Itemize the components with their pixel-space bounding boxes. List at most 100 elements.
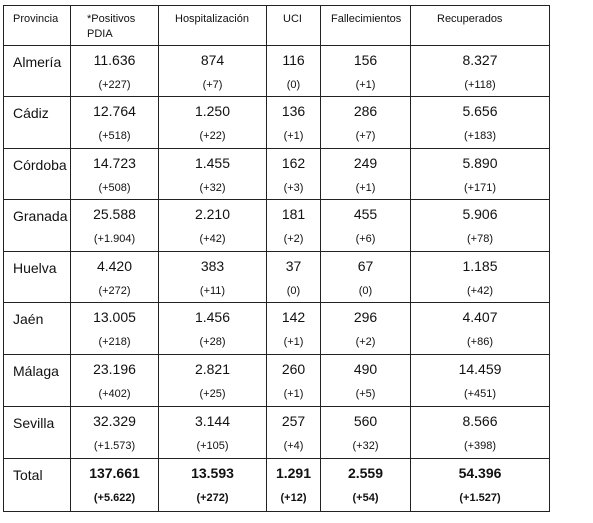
header-row: Provincia *Positivos PDIA Hospitalizació…: [3, 5, 550, 46]
daily-change: (+32): [199, 182, 226, 194]
value-cell: 14.459 (+451): [410, 354, 550, 407]
value-cell: 67 (0): [320, 251, 411, 303]
daily-change: (+86): [467, 336, 493, 348]
value-cell: 1.456 (+28): [158, 302, 267, 355]
value-cell: 12.764 (+518): [70, 96, 159, 149]
daily-change: (+4): [283, 440, 304, 452]
cumulative-value: 13.593: [191, 465, 234, 481]
table-row: Cádiz 12.764 (+518) 1.250 (+22) 136 (+1) 286 (+7…: [3, 96, 550, 149]
header-positivos: *Positivos PDIA: [70, 5, 159, 46]
table-row: Granada 25.588 (+1.904) 2.210 (+42) 181 (+2) 45…: [3, 199, 550, 252]
cumulative-value: 12.764: [93, 103, 136, 119]
cumulative-value: 14.459: [458, 361, 502, 377]
cumulative-value: 4.420: [96, 258, 133, 274]
daily-change: (+118): [464, 79, 496, 91]
daily-change: (+508): [98, 182, 131, 194]
cumulative-value: 32.329: [93, 413, 136, 429]
value-cell: 54.396 (+1.527): [410, 458, 550, 512]
cumulative-value: 156: [353, 52, 378, 68]
header-uci: UCI: [266, 5, 321, 46]
cumulative-value: 13.005: [93, 309, 136, 325]
value-cell: 560 (+32): [320, 406, 411, 459]
value-cell: 142 (+1): [266, 302, 321, 355]
cumulative-value: 249: [353, 155, 378, 171]
value-cell: 2.210 (+42): [158, 199, 267, 252]
cumulative-value: 286: [353, 103, 378, 119]
daily-change: (+1): [355, 182, 376, 194]
daily-change: (+1): [283, 388, 304, 400]
cumulative-value: 260: [281, 361, 306, 377]
daily-change: (+5.622): [93, 492, 136, 504]
cumulative-value: 1.250: [194, 103, 231, 119]
value-cell: 8.327 (+118): [410, 45, 550, 97]
cumulative-value: 455: [353, 206, 378, 222]
daily-change: (+272): [196, 492, 229, 504]
cumulative-value: 8.327: [462, 52, 498, 68]
cumulative-value: 383: [200, 258, 225, 274]
header-fallecimientos: Fallecimientos: [320, 5, 411, 46]
table-row: Málaga 23.196 (+402) 2.821 (+25) 260 (+1) 490 (+…: [3, 354, 550, 407]
value-cell: 1.291 (+12): [266, 458, 321, 512]
value-cell: 23.196 (+402): [70, 354, 159, 407]
value-cell: 455 (+6): [320, 199, 411, 252]
value-cell: 13.005 (+218): [70, 302, 159, 355]
value-cell: 14.723 (+508): [70, 148, 159, 200]
province-name: Huelva: [3, 251, 71, 303]
daily-change: (+451): [463, 388, 497, 400]
province-name: Jaén: [3, 302, 71, 355]
cumulative-value: 1.455: [194, 155, 231, 171]
header-provincia: Provincia: [3, 5, 71, 46]
header-recuperados: Recuperados: [410, 5, 550, 46]
value-cell: 5.656 (+183): [410, 96, 550, 149]
daily-change: (+12): [280, 492, 307, 504]
table-row: Sevilla 32.329 (+1.573) 3.144 (+105) 257 (+4) 5…: [3, 406, 550, 459]
cumulative-value: 181: [281, 206, 306, 222]
daily-change: (+402): [98, 388, 131, 400]
daily-change: (+171): [463, 182, 497, 194]
table-row: Córdoba 14.723 (+508) 1.455 (+32) 162 (+3) 249 (…: [3, 148, 550, 200]
value-cell: 136 (+1): [266, 96, 321, 149]
value-cell: 5.890 (+171): [410, 148, 550, 200]
daily-change: (+2): [283, 233, 304, 245]
cumulative-value: 25.588: [93, 206, 136, 222]
cumulative-value: 11.636: [93, 52, 136, 68]
daily-change: (+32): [352, 440, 379, 452]
daily-change: (0): [358, 285, 373, 297]
daily-change: (+1.527): [459, 492, 501, 504]
cumulative-value: 257: [281, 413, 306, 429]
covid-andalucia-table: Provincia *Positivos PDIA Hospitalizació…: [3, 5, 550, 512]
daily-change: (+28): [199, 336, 226, 348]
value-cell: 249 (+1): [320, 148, 411, 200]
value-cell: 2.559 (+54): [320, 458, 411, 512]
province-name: Sevilla: [3, 406, 71, 459]
value-cell: 490 (+5): [320, 354, 411, 407]
value-cell: 162 (+3): [266, 148, 321, 200]
cumulative-value: 67: [357, 258, 374, 274]
cumulative-value: 142: [281, 309, 306, 325]
value-cell: 11.636 (+227): [70, 45, 159, 97]
value-cell: 257 (+4): [266, 406, 321, 459]
cumulative-value: 23.196: [93, 361, 136, 377]
daily-change: (+398): [463, 440, 497, 452]
province-name: Córdoba: [3, 148, 71, 200]
daily-change: (+42): [199, 233, 226, 245]
total-row: Total 137.661 (+5.622) 13.593 (+272) 1.291 (+1…: [3, 458, 550, 512]
daily-change: (+3): [283, 182, 304, 194]
value-cell: 2.821 (+25): [158, 354, 267, 407]
daily-change: (+5): [355, 388, 376, 400]
daily-change: (0): [286, 79, 301, 91]
daily-change: (+42): [467, 285, 493, 297]
daily-change: (+11): [199, 285, 226, 297]
cumulative-value: 296: [353, 309, 378, 325]
daily-change: (+22): [199, 130, 226, 142]
value-cell: 137.661 (+5.622): [70, 458, 159, 512]
cumulative-value: 1.185: [462, 258, 498, 274]
daily-change: (+1.904): [93, 233, 136, 245]
cumulative-value: 5.656: [462, 103, 498, 119]
daily-change: (+1): [355, 79, 376, 91]
value-cell: 37 (0): [266, 251, 321, 303]
province-name: Málaga: [3, 354, 71, 407]
daily-change: (+78): [467, 233, 493, 245]
daily-change: (+1): [283, 336, 304, 348]
cumulative-value: 54.396: [458, 465, 502, 481]
